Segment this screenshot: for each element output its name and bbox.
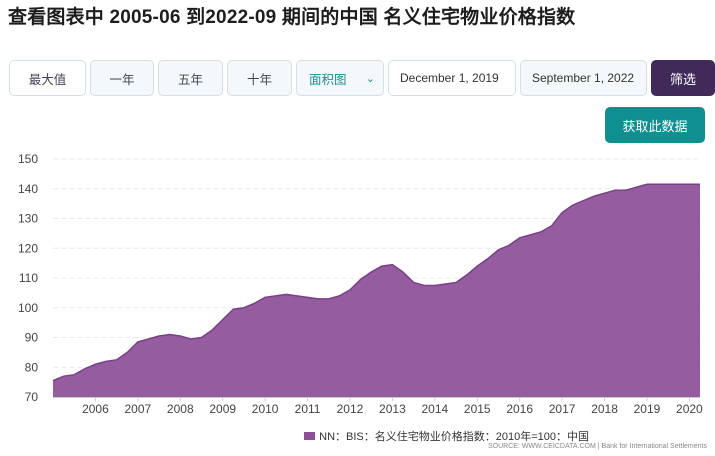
start-date-input[interactable]: December 1, 2019	[388, 60, 516, 96]
x-tick-label: 2015	[464, 402, 491, 416]
max-range-button[interactable]: 最大值	[9, 60, 86, 96]
x-tick-label: 2016	[506, 402, 533, 416]
series-line	[52, 183, 700, 382]
x-tick-label: 2009	[209, 402, 236, 416]
y-tick-label: 70	[25, 390, 39, 404]
y-tick-label: 80	[25, 360, 39, 374]
chevron-down-icon: ⌄	[365, 72, 375, 85]
one-year-button[interactable]: 一年	[90, 60, 154, 96]
page-title: 查看图表中 2005-06 到2022-09 期间的中国 名义住宅物业价格指数	[8, 7, 576, 28]
ten-year-button[interactable]: 十年	[227, 60, 292, 96]
x-tick-label: 2019	[634, 402, 661, 416]
get-data-button[interactable]: 获取此数据	[605, 107, 705, 143]
x-tick-label: 2011	[295, 402, 321, 416]
y-tick-label: 120	[18, 241, 38, 255]
y-tick-label: 140	[18, 182, 38, 196]
y-tick-label: 130	[18, 212, 38, 226]
legend-swatch	[304, 432, 316, 440]
filter-button[interactable]: 筛选	[651, 60, 715, 96]
chart-legend[interactable]: NN：BIS：名义住宅物业价格指数：2010年=100：中国	[304, 428, 589, 444]
chart-type-select[interactable]: 面积图 ⌄	[296, 60, 384, 96]
end-date-input[interactable]: September 1, 2022	[520, 60, 647, 96]
y-tick-label: 90	[25, 331, 39, 345]
x-tick-label: 2007	[125, 402, 152, 416]
x-tick-label: 2010	[252, 402, 279, 416]
x-tick-label: 2006	[82, 402, 109, 416]
x-tick-label: 2018	[591, 402, 618, 416]
x-tick-label: 2013	[379, 402, 406, 416]
y-tick-label: 150	[18, 152, 38, 166]
x-tick-label: 2020	[676, 402, 703, 416]
x-tick-label: 2014	[421, 402, 448, 416]
x-tick-label: 2012	[337, 402, 364, 416]
five-year-button[interactable]: 五年	[158, 60, 223, 96]
y-tick-label: 110	[19, 271, 38, 285]
x-tick-label: 2008	[167, 402, 194, 416]
series-area[interactable]	[53, 184, 700, 397]
chart-type-label: 面积图	[309, 72, 347, 87]
x-tick-label: 2017	[549, 402, 576, 416]
legend-label: NN：BIS：名义住宅物业价格指数：2010年=100：中国	[319, 431, 589, 443]
y-tick-label: 100	[18, 301, 38, 315]
source-credit: SOURCE: WWW.CEICDATA.COM | Bank for Inte…	[487, 443, 707, 450]
